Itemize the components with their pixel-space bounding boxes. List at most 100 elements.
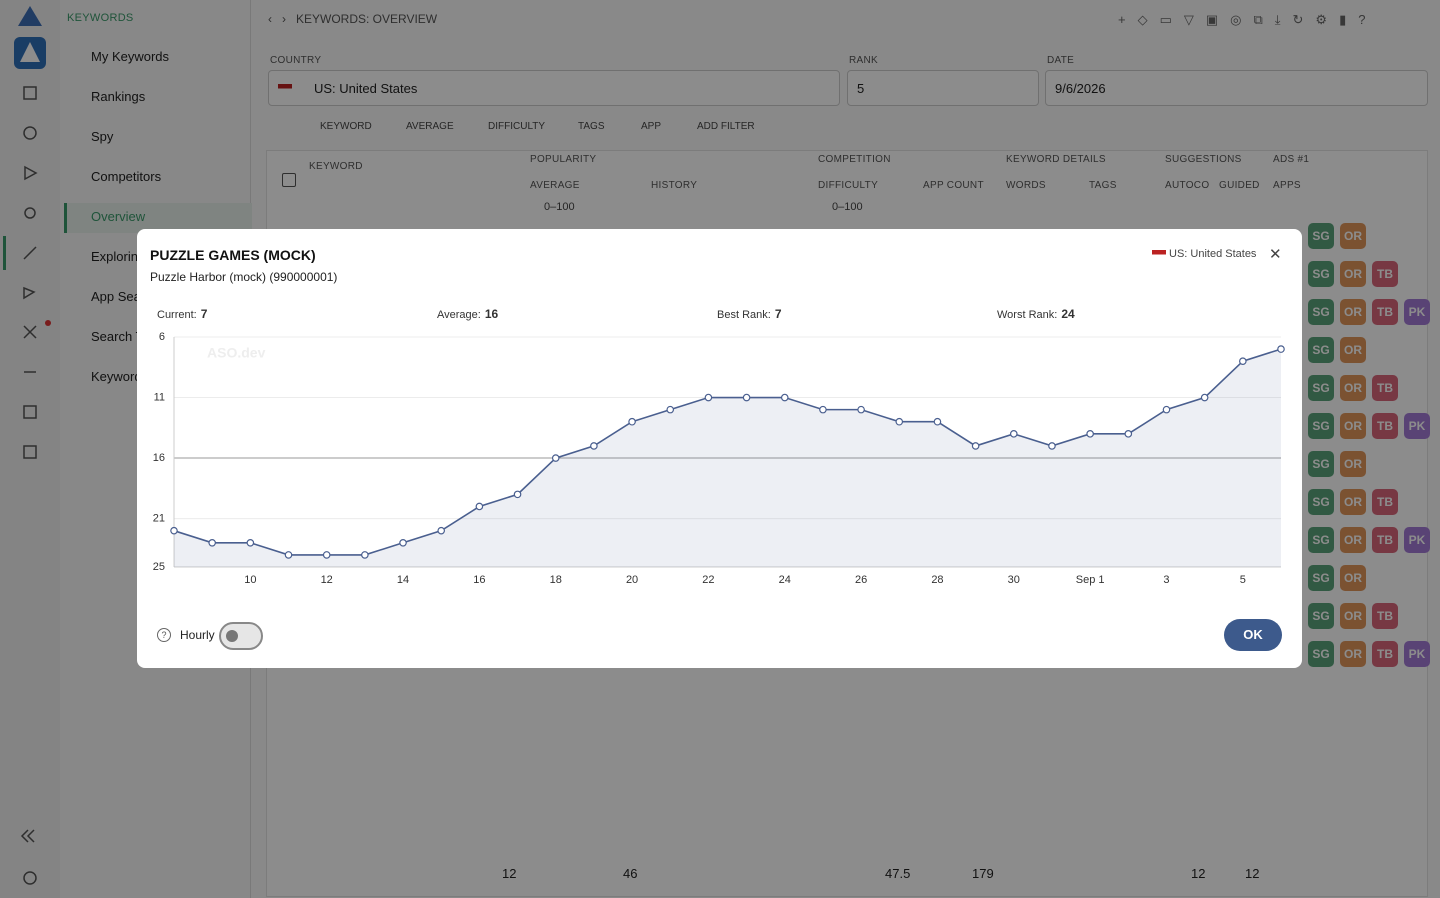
toggle[interactable] [219, 622, 263, 650]
filter-box [268, 70, 840, 106]
stat: Average: 16 [437, 307, 498, 321]
badge: PK [1404, 641, 1430, 667]
stat: Worst Rank: 24 [997, 307, 1075, 321]
badge: OR [1340, 223, 1366, 249]
point [1162, 405, 1171, 414]
filter-chip: KEYWORD [320, 121, 372, 132]
badge: PK [1404, 413, 1430, 439]
point [1086, 430, 1094, 438]
point [322, 551, 331, 559]
column-header: APPS [1273, 180, 1301, 191]
chart: ASO.dev 6 11 16 21 25 10 12 14 16 18 20 22 24 26 28 30 Se… [153, 331, 1285, 586]
modal: PUZZLE GAMES (MOCK) Puzzle Harbor (mock)… [137, 229, 1302, 668]
total: 12 [502, 866, 517, 881]
stat-label: Best Rank: [717, 309, 771, 321]
point [246, 538, 255, 547]
badge: SG [1308, 641, 1334, 667]
select-all [282, 173, 296, 187]
help-icon[interactable]: ? [157, 628, 171, 642]
point [780, 393, 789, 402]
nav-item: Search T [91, 329, 144, 344]
point [1239, 357, 1247, 366]
stat: Best Rank: 7 [717, 307, 782, 321]
icon-rail [0, 0, 61, 898]
stat-value: 24 [1061, 307, 1075, 321]
point [666, 405, 675, 414]
point [1124, 430, 1133, 438]
x-tick-label: 12 [321, 574, 333, 586]
column-header: KEYWORD [309, 161, 363, 172]
point [399, 538, 407, 547]
range-label: 0–100 [832, 201, 863, 213]
y-tick-label: 6 [159, 331, 165, 343]
filter-value: US: United States [314, 81, 418, 96]
nav-item: Rankings [91, 89, 146, 104]
filter-label: RANK [849, 55, 878, 66]
point [742, 393, 751, 402]
filter-chip: DIFFICULTY [488, 121, 546, 132]
nav-item: Keyword [91, 369, 142, 384]
nav-item: App Sea [91, 289, 141, 304]
badge: TB [1372, 299, 1398, 325]
column-header: GUIDED [1219, 180, 1260, 191]
x-tick-label: 5 [1240, 574, 1246, 586]
filter-box [847, 70, 1039, 106]
badge: SG [1308, 413, 1334, 439]
toolbar-icons: +◇▭▽▣◎⧉⤓↻⚙▮? [1118, 12, 1378, 27]
stat-label: Current: [157, 309, 197, 321]
point [1009, 430, 1018, 438]
filter-label: COUNTRY [270, 55, 322, 66]
badge: OR [1340, 451, 1366, 477]
point [971, 442, 980, 450]
badge: SG [1308, 565, 1334, 591]
column-header: APP COUNT [923, 180, 984, 191]
x-tick-label: 24 [779, 574, 791, 586]
badge: TB [1372, 261, 1398, 287]
toggle-label: Hourly [180, 628, 215, 642]
filter-value: 5 [857, 81, 865, 96]
x-tick-label: 3 [1163, 574, 1169, 586]
stat-value: 7 [200, 307, 208, 321]
column-header: HISTORY [651, 180, 698, 191]
area [174, 349, 1281, 567]
total: 46 [623, 866, 638, 881]
point [895, 417, 904, 426]
badge: TB [1372, 489, 1398, 515]
point [1048, 442, 1056, 450]
column-header: AVERAGE [530, 180, 580, 191]
badge: OR [1340, 565, 1366, 591]
x-tick-label: 18 [550, 574, 562, 586]
total: 12 [1191, 866, 1206, 881]
stat-value: 7 [774, 307, 782, 321]
badge: TB [1372, 375, 1398, 401]
badge: PK [1404, 527, 1430, 553]
badge: SG [1308, 603, 1334, 629]
point [628, 417, 636, 426]
range-label: 0–100 [544, 201, 575, 213]
stat: Current: 7 [157, 307, 207, 321]
badge: SG [1308, 223, 1334, 249]
close-button[interactable]: ✕ [1269, 246, 1282, 263]
total: 47.5 [885, 866, 911, 881]
watermark: ASO.dev [207, 345, 266, 361]
y-tick-label: 21 [153, 512, 165, 524]
ok-button[interactable]: OK [1224, 619, 1282, 651]
y-tick-label: 11 [154, 391, 165, 403]
badge: TB [1372, 413, 1398, 439]
x-tick-label: 20 [626, 574, 638, 586]
point [933, 417, 942, 426]
column-group: SUGGESTIONS [1165, 154, 1242, 165]
point [170, 526, 178, 535]
point [551, 454, 560, 462]
nav-item: Spy [91, 129, 114, 144]
badge: OR [1340, 337, 1366, 363]
column-header: WORDS [1006, 180, 1046, 191]
filter-chip: AVERAGE [406, 121, 454, 132]
total: 179 [972, 866, 994, 881]
badge: PK [1404, 299, 1430, 325]
badge: SG [1308, 337, 1334, 363]
y-tick-label: 16 [153, 452, 165, 464]
filter-chip: ADD FILTER [697, 121, 755, 132]
line [173, 348, 1282, 556]
